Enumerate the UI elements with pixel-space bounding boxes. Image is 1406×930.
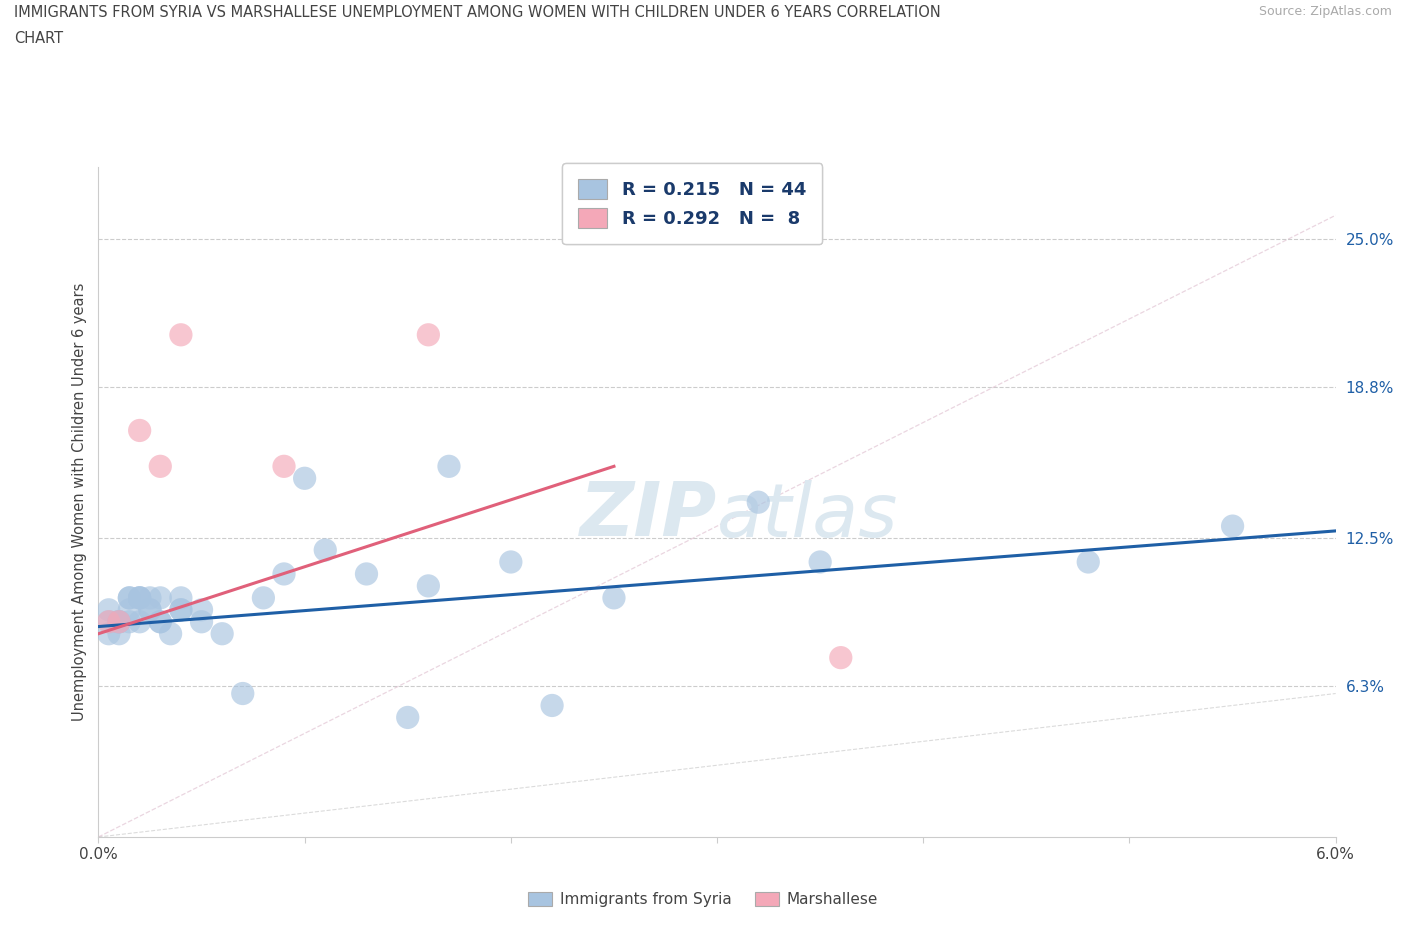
Point (1077, 554, 1099, 569)
Point (108, 626, 131, 641)
Point (128, 591, 150, 605)
Point (128, 615, 150, 630)
Point (108, 615, 131, 630)
Text: CHART: CHART (14, 31, 63, 46)
Point (541, 698, 564, 713)
Point (232, 686, 254, 701)
Point (499, 554, 522, 569)
Point (808, 554, 831, 569)
Point (128, 423, 150, 438)
Point (396, 710, 419, 724)
Text: IMMIGRANTS FROM SYRIA VS MARSHALLESE UNEMPLOYMENT AMONG WOMEN WITH CHILDREN UNDE: IMMIGRANTS FROM SYRIA VS MARSHALLESE UNE… (14, 5, 941, 20)
Point (170, 591, 193, 605)
Point (190, 615, 212, 630)
Text: Source: ZipAtlas.com: Source: ZipAtlas.com (1258, 5, 1392, 18)
Point (190, 603, 212, 618)
Point (418, 578, 440, 593)
Legend: R = 0.215   N = 44, R = 0.292   N =  8: R = 0.215 N = 44, R = 0.292 N = 8 (562, 163, 823, 245)
Point (97, 615, 120, 630)
Point (603, 591, 626, 605)
Y-axis label: Unemployment Among Women with Children Under 6 years: Unemployment Among Women with Children U… (72, 283, 87, 722)
Point (97, 615, 120, 630)
Point (170, 327, 193, 342)
Point (118, 591, 141, 605)
Point (97, 603, 120, 618)
Point (108, 615, 131, 630)
Text: atlas: atlas (717, 480, 898, 551)
Point (149, 615, 172, 630)
Text: ZIP: ZIP (579, 479, 717, 552)
Point (294, 471, 316, 485)
Point (108, 615, 131, 630)
Point (252, 591, 274, 605)
Point (273, 566, 295, 581)
Point (830, 650, 852, 665)
Point (139, 603, 162, 618)
Point (149, 591, 172, 605)
Point (118, 591, 141, 605)
Point (128, 591, 150, 605)
Point (118, 615, 141, 630)
Point (170, 603, 193, 618)
Point (418, 327, 440, 342)
Point (356, 566, 378, 581)
Point (273, 458, 295, 473)
Point (1222, 519, 1244, 534)
Point (437, 458, 460, 473)
Point (159, 626, 181, 641)
Point (118, 603, 141, 618)
Legend: Immigrants from Syria, Marshallese: Immigrants from Syria, Marshallese (522, 885, 884, 913)
Point (139, 603, 162, 618)
Point (170, 603, 193, 618)
Point (128, 591, 150, 605)
Point (139, 591, 162, 605)
Point (314, 542, 336, 557)
Point (211, 626, 233, 641)
Point (108, 615, 131, 630)
Point (149, 458, 172, 473)
Point (97, 626, 120, 641)
Point (149, 615, 172, 630)
Point (747, 495, 769, 510)
